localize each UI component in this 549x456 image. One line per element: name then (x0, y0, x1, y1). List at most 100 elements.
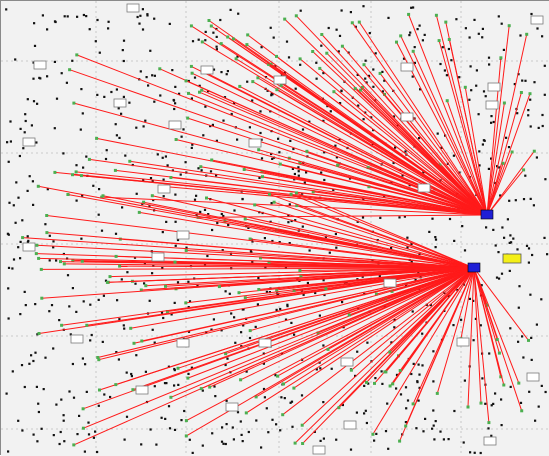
node-dot (501, 226, 504, 229)
node-dot (508, 199, 511, 202)
node-dot (428, 230, 431, 233)
link-line (412, 51, 488, 216)
node-dot (120, 278, 123, 281)
link-endpoint (528, 92, 532, 96)
node-dot (225, 423, 228, 426)
node-dot (531, 253, 534, 257)
node-dot (136, 15, 139, 19)
link-endpoint (463, 85, 467, 89)
node-dot (249, 250, 252, 253)
node-dot (96, 93, 99, 96)
node-dot (496, 165, 499, 168)
node-dot (187, 330, 191, 333)
node-dot (159, 94, 162, 97)
node-dot (543, 236, 546, 239)
node-dot (114, 232, 118, 235)
node-dot (138, 22, 141, 25)
node-dot (71, 59, 74, 62)
node-dot (203, 263, 207, 266)
node-dot (31, 180, 34, 183)
node-dot (52, 347, 55, 350)
node-dot (164, 417, 167, 420)
node-dot (237, 12, 240, 15)
node-dot (383, 79, 386, 82)
node-dot (174, 220, 177, 223)
node-dot (362, 118, 365, 121)
node-dot (84, 363, 87, 366)
node-dot (6, 141, 9, 144)
node-dot (340, 9, 343, 12)
node-dot (292, 147, 295, 151)
node-dot (497, 15, 500, 18)
link-endpoint (259, 256, 262, 260)
node-dot (274, 374, 277, 377)
node-dot (329, 110, 332, 113)
node-dot (413, 46, 416, 49)
node-dot (97, 298, 100, 301)
node-dot (233, 209, 236, 212)
link-line (170, 267, 475, 398)
node-dot (151, 179, 154, 182)
node-dot (347, 51, 350, 54)
station-rect (225, 402, 239, 412)
node-dot (287, 214, 290, 217)
link-endpoint (75, 53, 79, 57)
node-dot (348, 177, 352, 180)
node-dot (487, 167, 490, 170)
link-line (258, 149, 488, 216)
link-endpoint (353, 87, 357, 91)
link-line (372, 267, 475, 435)
node-dot (263, 396, 266, 399)
node-dot (21, 219, 24, 222)
node-dot (271, 418, 274, 421)
station-rect (417, 183, 431, 193)
node-dot (514, 199, 517, 202)
node-dot (544, 390, 547, 394)
node-dot (417, 399, 420, 402)
link-line (76, 171, 488, 216)
node-dot (167, 365, 170, 368)
node-dot (173, 384, 176, 387)
node-dot (288, 203, 291, 206)
node-dot (530, 336, 533, 339)
node-dot (318, 314, 321, 317)
link-line (41, 267, 475, 270)
link-line (486, 93, 531, 216)
link-line (299, 267, 475, 271)
link-endpoint (360, 85, 364, 89)
node-dot (464, 27, 467, 30)
link-endpoint (184, 301, 188, 305)
node-dot (404, 421, 407, 424)
node-dot (75, 164, 78, 167)
link-endpoint (275, 54, 278, 58)
link-endpoint (219, 42, 223, 46)
node-dot (308, 120, 311, 123)
node-dot (254, 325, 257, 328)
node-dot (7, 317, 10, 320)
node-dot (313, 430, 316, 433)
node-dot (23, 131, 26, 134)
link-endpoint (519, 91, 523, 94)
station-rect (200, 65, 214, 75)
node-dot (272, 36, 275, 39)
node-dot (122, 324, 125, 327)
node-dot (361, 275, 364, 278)
node-dot (280, 396, 283, 399)
node-dot (228, 292, 231, 295)
node-dot (12, 204, 15, 207)
node-dot (406, 399, 410, 402)
node-dot (433, 438, 436, 441)
node-dot (92, 184, 95, 187)
link-endpoint (350, 21, 354, 25)
node-dot (418, 24, 421, 27)
node-dot (413, 61, 416, 64)
node-dot (130, 375, 133, 378)
link-endpoint (294, 191, 298, 195)
node-dot (30, 354, 33, 357)
link-endpoint (72, 101, 76, 105)
node-dot (26, 235, 29, 238)
node-dot (210, 328, 213, 331)
node-dot (452, 324, 455, 327)
node-dot (195, 194, 198, 197)
node-dot (30, 124, 33, 127)
